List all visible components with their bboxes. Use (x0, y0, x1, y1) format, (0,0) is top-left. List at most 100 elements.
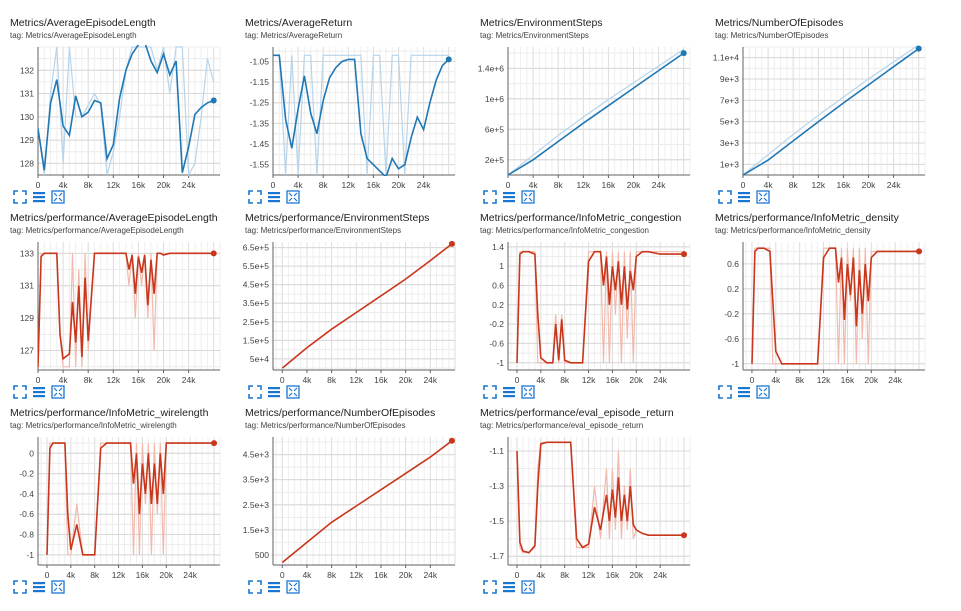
data-lines-icon[interactable] (737, 190, 751, 204)
x-tick-label: 12k (106, 180, 120, 190)
x-tick-label: 20k (399, 570, 413, 580)
chart-card: Metrics/AverageReturn tag: Metrics/Averag… (235, 10, 460, 205)
data-lines-icon[interactable] (32, 385, 46, 399)
smoothed-series-line (46, 442, 214, 556)
raw-series-line (508, 48, 685, 176)
expand-icon[interactable] (248, 190, 262, 204)
chart-plot: 5e+4 1.5e+5 2.5e+5 3.5e+5 4.5e+5 5.5e+5 6.5e+5… (243, 240, 456, 385)
x-tick-label: 20k (399, 375, 413, 385)
y-tick-label: 500 (255, 550, 269, 560)
y-tick-label: 5e+3 (720, 117, 739, 127)
x-tick-label: 4k (536, 375, 546, 385)
chart-tag: tag: Metrics/performance/InfoMetric_wire… (10, 421, 177, 430)
x-tick-label: 16k (136, 570, 150, 580)
chart-plot: 128 129 130 131 132 0 4k 8k 12k 16k 20k 24k (20, 45, 221, 190)
expand-icon[interactable] (13, 385, 27, 399)
x-tick-label: 0 (280, 375, 285, 385)
x-tick-label: 4k (302, 375, 312, 385)
y-tick-label: -1.1 (489, 446, 504, 456)
data-lines-icon[interactable] (737, 385, 751, 399)
y-tick-label: -1.25 (250, 98, 270, 108)
y-tick-label: 6.5e+5 (243, 243, 270, 253)
y-tick-label: 130 (20, 112, 34, 122)
y-tick-label: -0.6 (19, 509, 34, 519)
y-tick-label: 1e+3 (720, 159, 739, 169)
data-lines-icon[interactable] (32, 190, 46, 204)
y-tick-label: -1.5 (489, 516, 504, 526)
expand-icon[interactable] (718, 385, 732, 399)
y-tick-label: 1.4e+6 (478, 63, 505, 73)
expand-icon[interactable] (483, 190, 497, 204)
last-value-marker (445, 56, 452, 63)
x-tick-label: 16k (132, 375, 146, 385)
fit-domain-icon[interactable] (756, 385, 770, 399)
y-tick-label: 131 (20, 89, 34, 99)
chart-card: Metrics/NumberOfEpisodes tag: Metrics/Num… (705, 10, 930, 205)
x-tick-label: 20k (864, 375, 878, 385)
fit-domain-icon[interactable] (521, 385, 535, 399)
x-tick-label: 4k (59, 375, 69, 385)
expand-icon[interactable] (13, 190, 27, 204)
smoothed-series-line (38, 252, 214, 367)
fit-domain-icon[interactable] (286, 580, 300, 594)
last-value-marker (448, 437, 455, 444)
x-tick-label: 24k (183, 570, 197, 580)
x-tick-label: 12k (582, 375, 596, 385)
y-tick-label: 3.5e+3 (243, 475, 270, 485)
expand-icon[interactable] (248, 580, 262, 594)
y-tick-label: -0.2 (489, 319, 504, 329)
x-tick-label: 0 (506, 180, 511, 190)
fit-domain-icon[interactable] (51, 385, 65, 399)
chart-plot: 1e+3 3e+3 5e+3 7e+3 9e+3 1.1e+4 0 4k 8k 12k 16k 20k… (713, 45, 926, 190)
y-tick-label: 129 (20, 135, 34, 145)
chart-card: Metrics/performance/InfoMetric_density ta… (705, 205, 930, 400)
last-value-marker (210, 250, 217, 257)
x-tick-label: 24k (423, 570, 437, 580)
x-tick-label: 12k (349, 570, 363, 580)
chart-tag: tag: Metrics/performance/eval_episode_re… (480, 421, 644, 430)
chart-title: Metrics/performance/InfoMetric_wirelengt… (10, 407, 209, 419)
data-lines-icon[interactable] (267, 385, 281, 399)
data-lines-icon[interactable] (502, 580, 516, 594)
fit-domain-icon[interactable] (51, 190, 65, 204)
x-tick-label: 4k (529, 180, 539, 190)
expand-icon[interactable] (718, 190, 732, 204)
smoothed-series-line (516, 250, 684, 364)
data-lines-icon[interactable] (502, 190, 516, 204)
expand-icon[interactable] (248, 385, 262, 399)
expand-icon[interactable] (483, 580, 497, 594)
chart-plot: -1.1 -1.3 -1.5 -1.7 0 4k 8k 12k 16k 20k 24k (489, 437, 691, 580)
fit-domain-icon[interactable] (521, 190, 535, 204)
y-tick-label: 4.5e+5 (243, 280, 270, 290)
x-tick-label: 0 (36, 375, 41, 385)
x-tick-label: 24k (417, 180, 431, 190)
fit-domain-icon[interactable] (51, 580, 65, 594)
data-lines-icon[interactable] (32, 580, 46, 594)
fit-domain-icon[interactable] (286, 385, 300, 399)
x-tick-label: 0 (741, 180, 746, 190)
y-tick-label: 2e+5 (485, 155, 504, 165)
last-value-marker (210, 97, 217, 104)
x-tick-label: 16k (606, 375, 620, 385)
y-tick-label: 1 (499, 261, 504, 271)
chart-plot: 2e+5 6e+5 1e+6 1.4e+6 0 4k 8k 12k 16k 20k 24k (478, 47, 691, 190)
expand-icon[interactable] (13, 580, 27, 594)
y-tick-label: 0.2 (492, 300, 504, 310)
fit-domain-icon[interactable] (756, 190, 770, 204)
x-tick-label: 0 (271, 180, 276, 190)
data-lines-icon[interactable] (502, 385, 516, 399)
last-value-marker (448, 240, 455, 247)
fit-domain-icon[interactable] (521, 580, 535, 594)
y-tick-label: 0.2 (727, 284, 739, 294)
data-lines-icon[interactable] (267, 580, 281, 594)
fit-domain-icon[interactable] (286, 190, 300, 204)
x-tick-label: 20k (157, 375, 171, 385)
x-tick-label: 20k (157, 180, 171, 190)
data-lines-icon[interactable] (267, 190, 281, 204)
expand-icon[interactable] (483, 385, 497, 399)
x-tick-label: 12k (817, 375, 831, 385)
y-tick-label: 5e+4 (250, 354, 269, 364)
x-tick-label: 0 (36, 180, 41, 190)
chart-title: Metrics/performance/NumberOfEpisodes (245, 407, 436, 419)
